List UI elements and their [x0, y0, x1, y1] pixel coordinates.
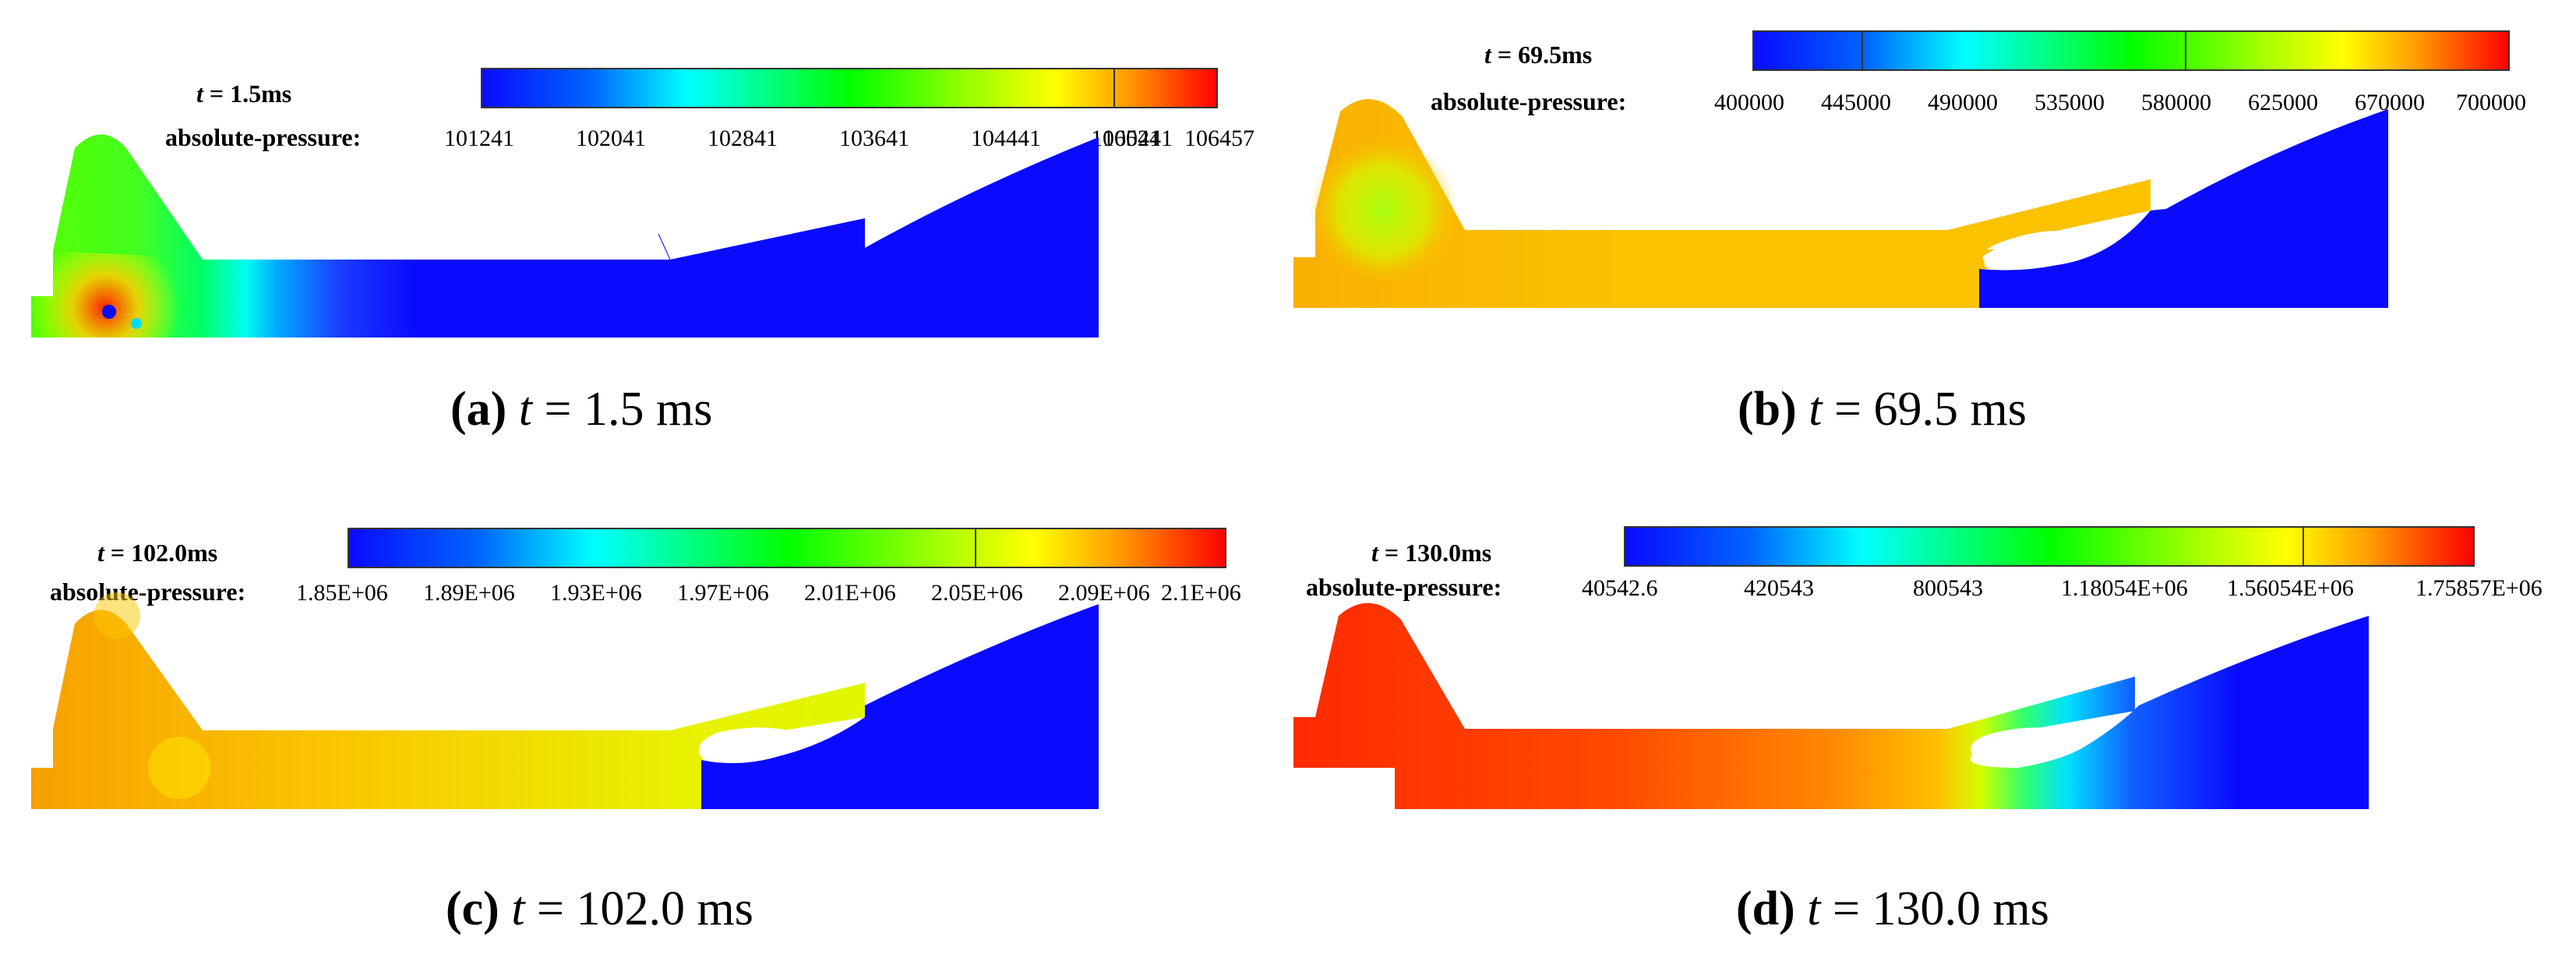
pressure-field-b: [1293, 99, 2151, 308]
panel-d: t = 130.0ms absolute-pressure: 40542.6 4…: [1293, 526, 2542, 935]
caption-text-b: = 69.5 ms: [1823, 383, 2027, 436]
caption-text-a: = 1.5 ms: [532, 383, 712, 436]
quantity-label-a: absolute-pressure:: [165, 123, 361, 151]
caption-a: (a) t = 1.5 ms: [450, 383, 712, 436]
tick-label-a: 102041: [576, 125, 646, 151]
tick-label-d: 800543: [1913, 575, 1983, 601]
tick-label-d: 1.18054E+06: [2061, 575, 2188, 601]
low-pressure-spot: [102, 305, 116, 319]
tick-label-c: 2.1E+06: [1161, 580, 1241, 606]
tick-label-d: 1.56054E+06: [2227, 575, 2354, 601]
panel-a: t = 1.5ms absolute-pressure: 101241 1020…: [31, 68, 1254, 436]
pressure-field-d: [1293, 603, 2369, 809]
tick-label-d: 420543: [1744, 575, 1814, 601]
tick-label-a: 103641: [839, 125, 909, 151]
duct-edge-a: [658, 233, 671, 260]
caption-var-b: t: [1808, 383, 1823, 436]
colorbar-b: [1752, 30, 2510, 71]
tick-label-a: 106041: [1091, 125, 1161, 151]
quantity-label-b: absolute-pressure:: [1431, 87, 1626, 115]
caption-var-a: t: [519, 383, 534, 436]
tick-label-b: 445000: [1821, 90, 1891, 115]
low-pressure-spot: [131, 318, 142, 329]
tick-label-b: 625000: [2248, 90, 2318, 115]
quantity-label-d: absolute-pressure:: [1306, 573, 1501, 601]
tick-label-b: 700000: [2456, 90, 2526, 115]
pressure-hotspot-c: [148, 737, 210, 799]
tick-label-b: 490000: [1928, 90, 1998, 115]
panel-c: t = 102.0ms absolute-pressure: 1.85E+06 …: [31, 528, 1241, 935]
tick-label-d: 1.75857E+06: [2415, 575, 2542, 601]
tick-label-c: 1.89E+06: [423, 580, 515, 606]
quantity-label-c: absolute-pressure:: [50, 578, 245, 606]
tick-label-d: 40542.6: [1582, 575, 1658, 601]
time-label-c: t = 102.0ms: [97, 539, 217, 567]
tick-label-a: 101241: [444, 125, 514, 151]
pressure-hotspot-c: [94, 592, 140, 639]
pressure-field-b-blue: [1979, 109, 2388, 308]
time-label-b: t = 69.5ms: [1484, 41, 1592, 69]
duct-cavity-b: [1982, 231, 2104, 270]
colorbar-c: [348, 528, 1226, 568]
tick-label-a: 104441: [971, 125, 1041, 151]
panel-b: t = 69.5ms absolute-pressure: 400000 445…: [1293, 30, 2526, 436]
caption-d: (d) t = 130.0 ms: [1736, 882, 2049, 935]
pressure-hotspot-a: [31, 251, 179, 338]
tick-label-c: 2.01E+06: [804, 580, 896, 606]
tick-label-a: 102841: [708, 125, 778, 151]
caption-b: (b) t = 69.5 ms: [1738, 383, 2027, 436]
duct-cavity-c: [698, 727, 812, 763]
time-label-d: t = 130.0ms: [1371, 539, 1491, 567]
tick-label-c: 2.09E+06: [1058, 580, 1150, 606]
pressure-hotspot-b: [1309, 136, 1457, 285]
time-label-a: t = 1.5ms: [196, 80, 291, 108]
colorbar-a: [481, 68, 1218, 108]
tick-label-a: 105241: [1103, 125, 1173, 151]
caption-letter-a: (a): [450, 383, 506, 436]
pressure-field-c-blue: [701, 604, 1099, 809]
duct-cavity-d: [1971, 727, 2085, 764]
tick-label-c: 1.93E+06: [550, 580, 642, 606]
caption-letter-b: (b): [1738, 383, 1797, 436]
caption-c: (c) t = 102.0 ms: [446, 882, 753, 935]
caption-letter-c: (c): [446, 882, 499, 935]
tick-label-c: 1.97E+06: [677, 580, 769, 606]
tick-label-b: 400000: [1714, 90, 1784, 115]
tick-label-b: 535000: [2034, 90, 2105, 115]
tick-label-c: 1.85E+06: [296, 580, 388, 606]
caption-text-c: = 102.0 ms: [525, 882, 753, 935]
caption-var-d: t: [1807, 882, 1822, 935]
tick-label-b: 580000: [2141, 90, 2211, 115]
tick-label-a: 106457: [1184, 125, 1254, 151]
caption-var-c: t: [511, 882, 526, 935]
pressure-field-c: [31, 610, 865, 809]
tick-label-c: 2.05E+06: [931, 580, 1023, 606]
caption-letter-d: (d): [1736, 882, 1795, 935]
pressure-field-b-mid: [1948, 230, 1995, 269]
colorbar-d: [1624, 526, 2475, 567]
pressure-field-a: [31, 134, 1099, 338]
caption-text-d: = 130.0 ms: [1821, 882, 2049, 935]
tick-label-b: 670000: [2355, 90, 2425, 115]
